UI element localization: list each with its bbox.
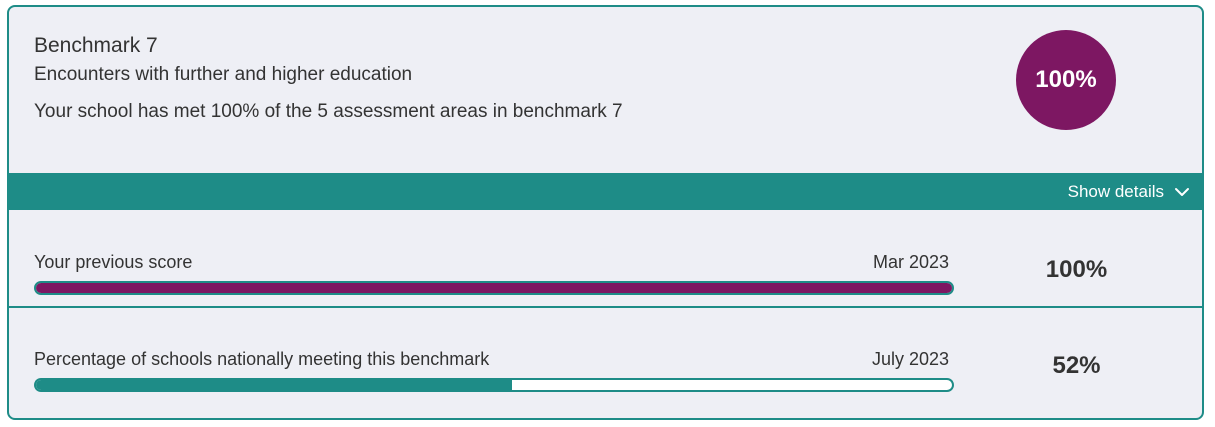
progress-bar (34, 281, 954, 295)
show-details-label: Show details (1067, 181, 1164, 201)
row-date: July 2023 (871, 349, 949, 369)
score-badge: 100% (1016, 30, 1116, 130)
details-bar: Show details (9, 173, 1202, 210)
benchmark-summary: Your school has met 100% of the 5 assess… (34, 101, 623, 122)
row-value: 100% (1045, 256, 1108, 283)
progress-fill (36, 380, 513, 390)
row-value: 52% (1052, 352, 1101, 379)
national-percentage-row: Percentage of schools nationally meeting… (9, 308, 1202, 418)
row-date: Mar 2023 (872, 252, 949, 272)
show-details-button[interactable]: Show details (1068, 173, 1190, 210)
row-label: Percentage of schools nationally meeting… (34, 349, 490, 369)
progress-bar (34, 378, 954, 392)
progress-fill (36, 283, 952, 293)
benchmark-subtitle: Encounters with further and higher educa… (34, 64, 413, 85)
score-badge-value: 100% (1035, 66, 1097, 93)
previous-score-row: Your previous score Mar 2023 100% (9, 210, 1202, 308)
benchmark-title: Benchmark 7 (34, 34, 158, 57)
benchmark-header: Benchmark 7 Encounters with further and … (9, 7, 1202, 173)
benchmark-card: Benchmark 7 Encounters with further and … (7, 5, 1204, 420)
chevron-down-icon (1175, 187, 1189, 196)
row-label: Your previous score (34, 252, 193, 272)
